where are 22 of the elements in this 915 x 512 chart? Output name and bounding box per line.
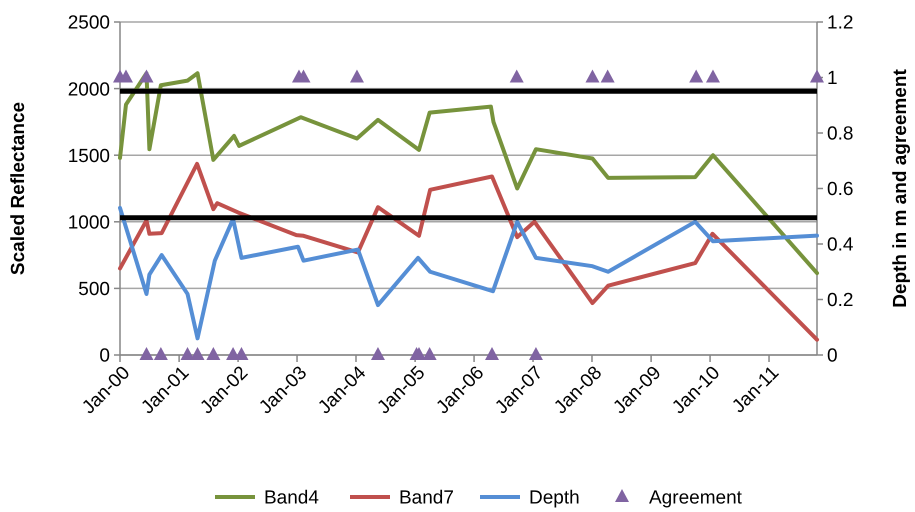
y-axis-title: Scaled Reflectance <box>8 102 29 276</box>
line-series <box>118 162 819 342</box>
legend-label: Agreement <box>649 488 743 509</box>
legend-label: Depth <box>529 488 580 509</box>
y-tick-label: 500 <box>78 279 110 300</box>
y2-axis-title: Depth in m and agreement <box>890 68 911 308</box>
y2-tick-label: 1.2 <box>827 12 854 34</box>
y2-tick-label: 1 <box>827 68 838 90</box>
line-series <box>118 206 819 340</box>
y-tick-label: 1000 <box>68 212 110 234</box>
y-tick-label: 0 <box>99 346 110 367</box>
y2-tick-label: 0 <box>827 346 838 367</box>
y2-tick-label: 0.4 <box>827 234 854 256</box>
y2-tick-label: 0.2 <box>827 290 854 312</box>
legend-label: Band7 <box>399 488 454 509</box>
line-series <box>118 71 819 276</box>
legend-label: Band4 <box>264 488 320 509</box>
y-tick-label: 2000 <box>68 79 110 100</box>
y-tick-label: 2500 <box>68 12 110 34</box>
y-tick-label: 1500 <box>68 146 110 167</box>
y2-tick-label: 0.6 <box>827 179 854 200</box>
y2-tick-label: 0.8 <box>827 124 854 145</box>
